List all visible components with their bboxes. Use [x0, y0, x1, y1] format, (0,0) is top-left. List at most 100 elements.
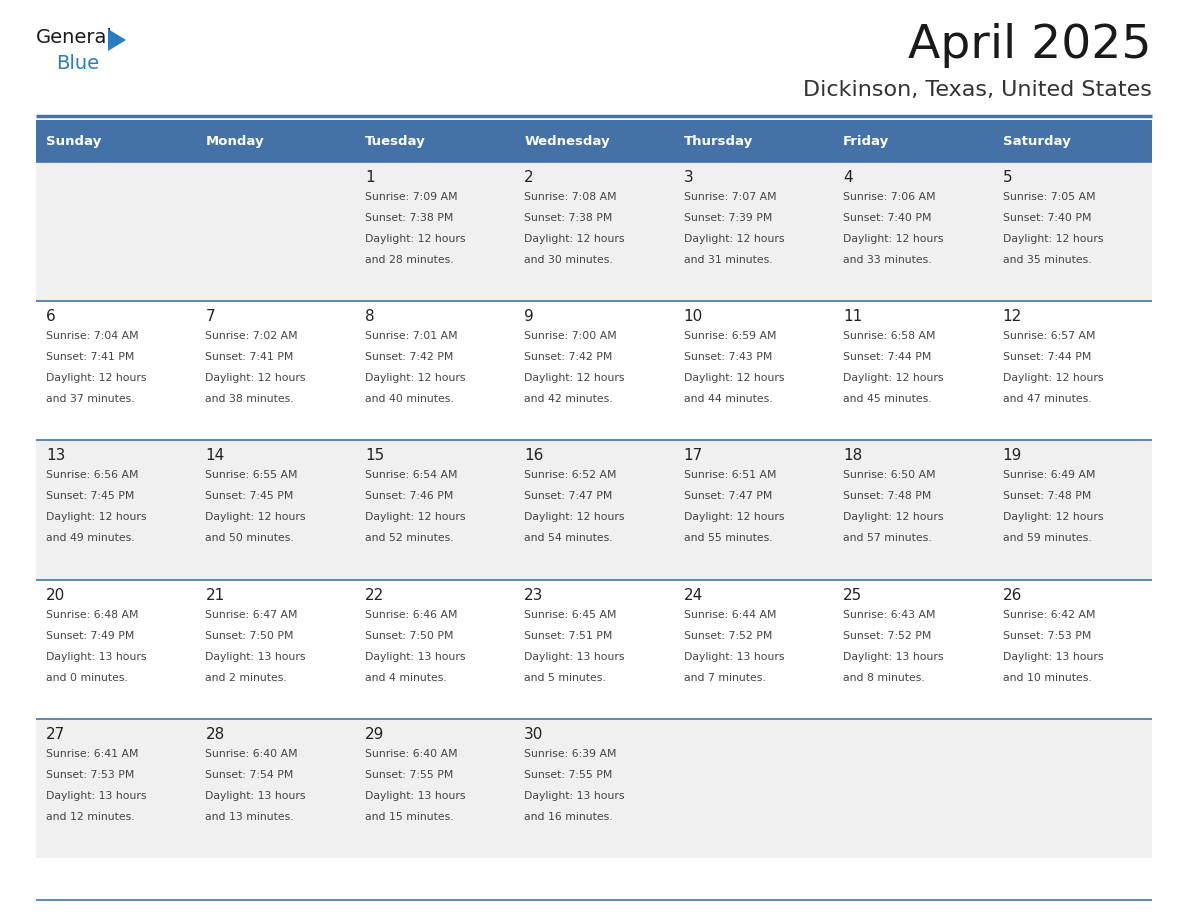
- Text: Sunrise: 6:43 AM: Sunrise: 6:43 AM: [843, 610, 936, 620]
- Text: and 12 minutes.: and 12 minutes.: [46, 812, 134, 822]
- Text: and 44 minutes.: and 44 minutes.: [684, 394, 772, 404]
- Text: Daylight: 13 hours: Daylight: 13 hours: [46, 790, 146, 800]
- Text: Daylight: 12 hours: Daylight: 12 hours: [206, 512, 307, 522]
- Text: 25: 25: [843, 588, 862, 602]
- Text: April 2025: April 2025: [909, 23, 1152, 68]
- Bar: [355, 120, 514, 162]
- Text: Sunset: 7:52 PM: Sunset: 7:52 PM: [843, 631, 931, 641]
- Text: and 0 minutes.: and 0 minutes.: [46, 673, 128, 683]
- Text: and 49 minutes.: and 49 minutes.: [46, 533, 134, 543]
- Text: Sunrise: 6:54 AM: Sunrise: 6:54 AM: [365, 470, 457, 480]
- Text: 17: 17: [684, 448, 703, 464]
- Text: 14: 14: [206, 448, 225, 464]
- Text: Daylight: 13 hours: Daylight: 13 hours: [524, 790, 625, 800]
- Text: and 30 minutes.: and 30 minutes.: [524, 255, 613, 265]
- Bar: [992, 579, 1152, 719]
- Text: Daylight: 13 hours: Daylight: 13 hours: [1003, 652, 1104, 662]
- Bar: [36, 120, 196, 162]
- Text: Daylight: 12 hours: Daylight: 12 hours: [365, 512, 466, 522]
- Bar: [674, 120, 833, 162]
- Bar: [36, 162, 196, 301]
- Text: Sunrise: 7:07 AM: Sunrise: 7:07 AM: [684, 192, 776, 202]
- Bar: [514, 441, 674, 579]
- Text: 13: 13: [46, 448, 65, 464]
- Text: and 13 minutes.: and 13 minutes.: [206, 812, 295, 822]
- Text: Sunset: 7:54 PM: Sunset: 7:54 PM: [206, 770, 293, 779]
- Text: Sunset: 7:44 PM: Sunset: 7:44 PM: [1003, 353, 1091, 363]
- Bar: [514, 301, 674, 441]
- Text: Sunrise: 6:55 AM: Sunrise: 6:55 AM: [206, 470, 298, 480]
- Bar: [196, 441, 355, 579]
- Text: Sunrise: 6:48 AM: Sunrise: 6:48 AM: [46, 610, 139, 620]
- Text: and 16 minutes.: and 16 minutes.: [524, 812, 613, 822]
- Text: Sunset: 7:44 PM: Sunset: 7:44 PM: [843, 353, 931, 363]
- Bar: [992, 301, 1152, 441]
- Text: Blue: Blue: [56, 54, 99, 73]
- Text: Sunset: 7:42 PM: Sunset: 7:42 PM: [524, 353, 613, 363]
- Text: Sunrise: 7:05 AM: Sunrise: 7:05 AM: [1003, 192, 1095, 202]
- Text: Dickinson, Texas, United States: Dickinson, Texas, United States: [803, 80, 1152, 100]
- Text: Sunrise: 6:39 AM: Sunrise: 6:39 AM: [524, 749, 617, 759]
- Text: Daylight: 13 hours: Daylight: 13 hours: [365, 652, 466, 662]
- Text: and 54 minutes.: and 54 minutes.: [524, 533, 613, 543]
- Text: 20: 20: [46, 588, 65, 602]
- Bar: [36, 301, 196, 441]
- Text: Daylight: 12 hours: Daylight: 12 hours: [684, 512, 784, 522]
- Text: and 35 minutes.: and 35 minutes.: [1003, 255, 1092, 265]
- Text: Daylight: 12 hours: Daylight: 12 hours: [684, 374, 784, 383]
- Text: Daylight: 13 hours: Daylight: 13 hours: [206, 652, 307, 662]
- Text: Sunset: 7:41 PM: Sunset: 7:41 PM: [206, 353, 293, 363]
- Text: Sunrise: 7:02 AM: Sunrise: 7:02 AM: [206, 331, 298, 341]
- Text: Daylight: 13 hours: Daylight: 13 hours: [365, 790, 466, 800]
- Bar: [355, 719, 514, 858]
- Bar: [992, 719, 1152, 858]
- Bar: [992, 441, 1152, 579]
- Bar: [674, 441, 833, 579]
- Text: Daylight: 12 hours: Daylight: 12 hours: [365, 374, 466, 383]
- Text: 29: 29: [365, 727, 384, 742]
- Text: and 4 minutes.: and 4 minutes.: [365, 673, 447, 683]
- Text: Daylight: 13 hours: Daylight: 13 hours: [46, 652, 146, 662]
- Text: Sunrise: 6:40 AM: Sunrise: 6:40 AM: [206, 749, 298, 759]
- Text: Sunrise: 6:52 AM: Sunrise: 6:52 AM: [524, 470, 617, 480]
- Text: Daylight: 13 hours: Daylight: 13 hours: [843, 652, 943, 662]
- Bar: [674, 301, 833, 441]
- Bar: [514, 719, 674, 858]
- Bar: [355, 441, 514, 579]
- Text: Sunrise: 6:45 AM: Sunrise: 6:45 AM: [524, 610, 617, 620]
- Text: 24: 24: [684, 588, 703, 602]
- Text: General: General: [36, 28, 113, 47]
- Text: and 38 minutes.: and 38 minutes.: [206, 394, 295, 404]
- Text: Sunset: 7:46 PM: Sunset: 7:46 PM: [365, 491, 454, 501]
- Text: Daylight: 12 hours: Daylight: 12 hours: [46, 374, 146, 383]
- Bar: [833, 579, 992, 719]
- Text: Daylight: 12 hours: Daylight: 12 hours: [524, 234, 625, 244]
- Text: 28: 28: [206, 727, 225, 742]
- Text: and 37 minutes.: and 37 minutes.: [46, 394, 134, 404]
- Text: 10: 10: [684, 309, 703, 324]
- Text: Sunrise: 7:01 AM: Sunrise: 7:01 AM: [365, 331, 457, 341]
- Bar: [833, 719, 992, 858]
- Text: and 31 minutes.: and 31 minutes.: [684, 255, 772, 265]
- Text: 12: 12: [1003, 309, 1022, 324]
- Text: Wednesday: Wednesday: [524, 135, 609, 148]
- Bar: [833, 120, 992, 162]
- Text: and 57 minutes.: and 57 minutes.: [843, 533, 931, 543]
- Text: Sunrise: 6:42 AM: Sunrise: 6:42 AM: [1003, 610, 1095, 620]
- Text: Thursday: Thursday: [684, 135, 753, 148]
- Text: Daylight: 12 hours: Daylight: 12 hours: [843, 374, 943, 383]
- Text: 2: 2: [524, 170, 533, 185]
- Text: Daylight: 12 hours: Daylight: 12 hours: [843, 512, 943, 522]
- Text: and 59 minutes.: and 59 minutes.: [1003, 533, 1092, 543]
- Text: Daylight: 12 hours: Daylight: 12 hours: [524, 374, 625, 383]
- Text: Sunset: 7:40 PM: Sunset: 7:40 PM: [1003, 213, 1091, 223]
- Bar: [355, 162, 514, 301]
- Text: 21: 21: [206, 588, 225, 602]
- Text: and 45 minutes.: and 45 minutes.: [843, 394, 931, 404]
- Text: Daylight: 12 hours: Daylight: 12 hours: [843, 234, 943, 244]
- Bar: [196, 120, 355, 162]
- Text: Sunrise: 6:51 AM: Sunrise: 6:51 AM: [684, 470, 776, 480]
- Text: Daylight: 13 hours: Daylight: 13 hours: [524, 652, 625, 662]
- Bar: [355, 301, 514, 441]
- Text: Daylight: 12 hours: Daylight: 12 hours: [365, 234, 466, 244]
